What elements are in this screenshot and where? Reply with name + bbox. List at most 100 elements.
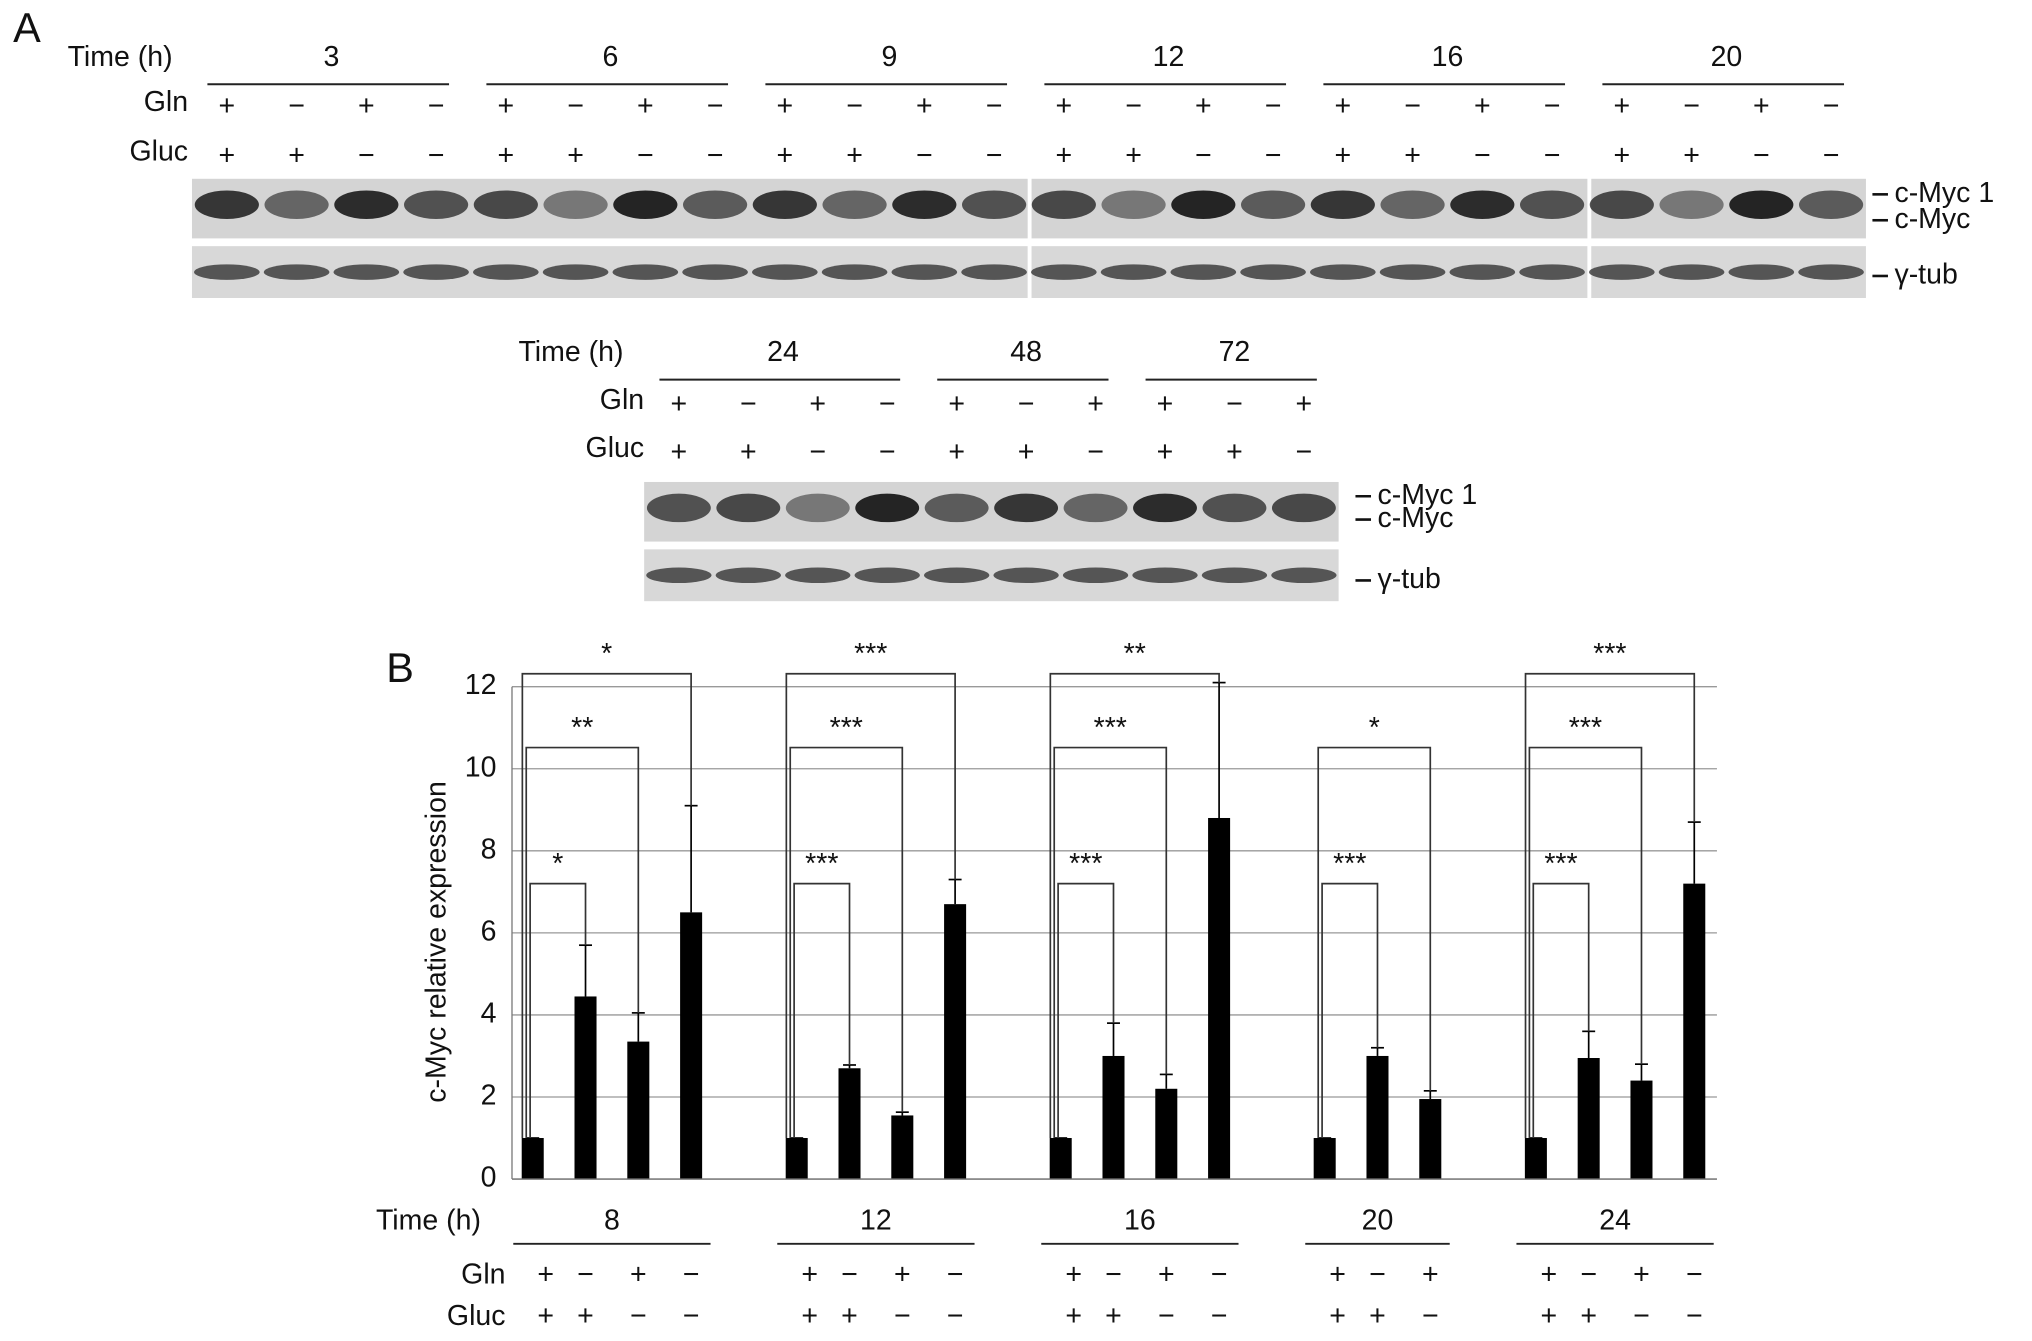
significance-label: * <box>552 848 563 880</box>
band-tub <box>924 567 990 584</box>
gln-sign: − <box>1125 90 1142 122</box>
gln-sign: − <box>1686 1259 1703 1291</box>
band-myc <box>1063 493 1128 523</box>
significance-label: *** <box>1333 848 1366 880</box>
gluc-sign: + <box>671 436 688 468</box>
significance-bracket <box>793 882 851 1139</box>
time-label: Time (h) <box>376 1204 481 1236</box>
band-tub <box>1589 264 1655 280</box>
gluc-sign: + <box>1329 1300 1346 1332</box>
gln-sign: + <box>1613 90 1630 122</box>
gln-sign: − <box>1683 90 1700 122</box>
gluc-sign: + <box>1613 139 1630 171</box>
gluc-sign: + <box>801 1300 818 1332</box>
gluc-sign: − <box>1087 436 1104 468</box>
gln-label: Gln <box>461 1259 505 1291</box>
gln-label: Gln <box>600 384 644 416</box>
time-value: 3 <box>324 41 340 73</box>
band-tub <box>646 567 712 584</box>
gluc-sign: + <box>1335 139 1352 171</box>
bar <box>1049 1138 1072 1180</box>
band-tub <box>961 264 1027 280</box>
gluc-sign: + <box>740 436 757 468</box>
band-tub <box>1728 264 1795 280</box>
gluc-sign: + <box>846 139 863 171</box>
band-tub <box>1240 264 1306 280</box>
gluc-sign: − <box>707 139 724 171</box>
band-tub <box>785 567 851 584</box>
significance-bracket <box>1057 882 1115 1139</box>
band-tub <box>612 264 679 280</box>
band-tub <box>1310 264 1376 280</box>
gln-sign: − <box>841 1259 858 1291</box>
gluc-sign: + <box>577 1300 594 1332</box>
gln-sign: + <box>809 388 826 420</box>
gluc-sign: + <box>1056 139 1073 171</box>
bar <box>627 1041 650 1180</box>
band-myc <box>1659 190 1724 219</box>
band-myc <box>785 493 850 523</box>
time-value: 24 <box>1599 1204 1631 1236</box>
band-label: γ-tub <box>1894 259 1957 291</box>
significance-bracket <box>789 746 904 1139</box>
bar <box>785 1138 808 1180</box>
band-myc <box>683 190 748 219</box>
band-myc <box>961 190 1027 219</box>
gln-sign: + <box>1296 388 1313 420</box>
time-value: 9 <box>882 41 898 73</box>
gluc-sign: + <box>567 139 584 171</box>
gluc-sign: + <box>498 139 515 171</box>
band-tub <box>333 264 400 280</box>
band-myc <box>1729 190 1794 219</box>
band-tub <box>403 264 469 280</box>
band-myc <box>892 190 957 219</box>
time-value: 48 <box>1010 336 1042 368</box>
gluc-sign: − <box>637 139 654 171</box>
gluc-sign: − <box>1544 139 1561 171</box>
gluc-sign: + <box>1157 436 1174 468</box>
bar <box>1102 1055 1125 1180</box>
gln-sign: − <box>428 90 445 122</box>
band-myc <box>264 190 329 219</box>
band-myc <box>1798 190 1864 219</box>
gluc-sign: − <box>1158 1300 1175 1332</box>
significance-label: *** <box>1069 848 1102 880</box>
significance-bracket <box>1321 882 1379 1139</box>
gluc-sign: − <box>1753 139 1770 171</box>
significance-bracket <box>529 882 587 1139</box>
band-label: c-Myc 1 <box>1894 177 1994 209</box>
gln-label: Gln <box>144 86 188 118</box>
time-value: 12 <box>1153 41 1185 73</box>
time-value: 16 <box>1432 41 1464 73</box>
band-myc <box>1589 190 1654 219</box>
significance-bracket <box>525 746 640 1139</box>
significance-label: ** <box>571 712 593 744</box>
band-myc <box>543 190 608 219</box>
gluc-sign: − <box>894 1300 911 1332</box>
gln-sign: + <box>777 90 794 122</box>
band-tub <box>473 264 539 280</box>
gluc-sign: + <box>1369 1300 1386 1332</box>
band-myc <box>613 190 678 219</box>
gln-sign: + <box>1541 1259 1558 1291</box>
bar <box>1419 1099 1442 1180</box>
band-myc <box>1101 190 1166 219</box>
y-tick-label: 4 <box>481 997 497 1029</box>
significance-label: *** <box>1544 848 1577 880</box>
time-label: Time (h) <box>518 336 623 368</box>
gln-sign: + <box>219 90 236 122</box>
gluc-sign: + <box>1018 436 1035 468</box>
gln-sign: + <box>1065 1259 1082 1291</box>
gluc-sign: + <box>537 1300 554 1332</box>
gln-sign: + <box>537 1259 554 1291</box>
gluc-sign: + <box>219 139 236 171</box>
gln-sign: − <box>577 1259 594 1291</box>
gln-sign: + <box>1157 388 1174 420</box>
band-myc <box>1310 190 1375 219</box>
blot-split <box>1027 176 1032 301</box>
gln-sign: − <box>986 90 1003 122</box>
band-myc <box>716 493 781 523</box>
band-tub <box>1132 567 1198 584</box>
significance-label: *** <box>1569 712 1602 744</box>
band-tub <box>1100 264 1167 280</box>
